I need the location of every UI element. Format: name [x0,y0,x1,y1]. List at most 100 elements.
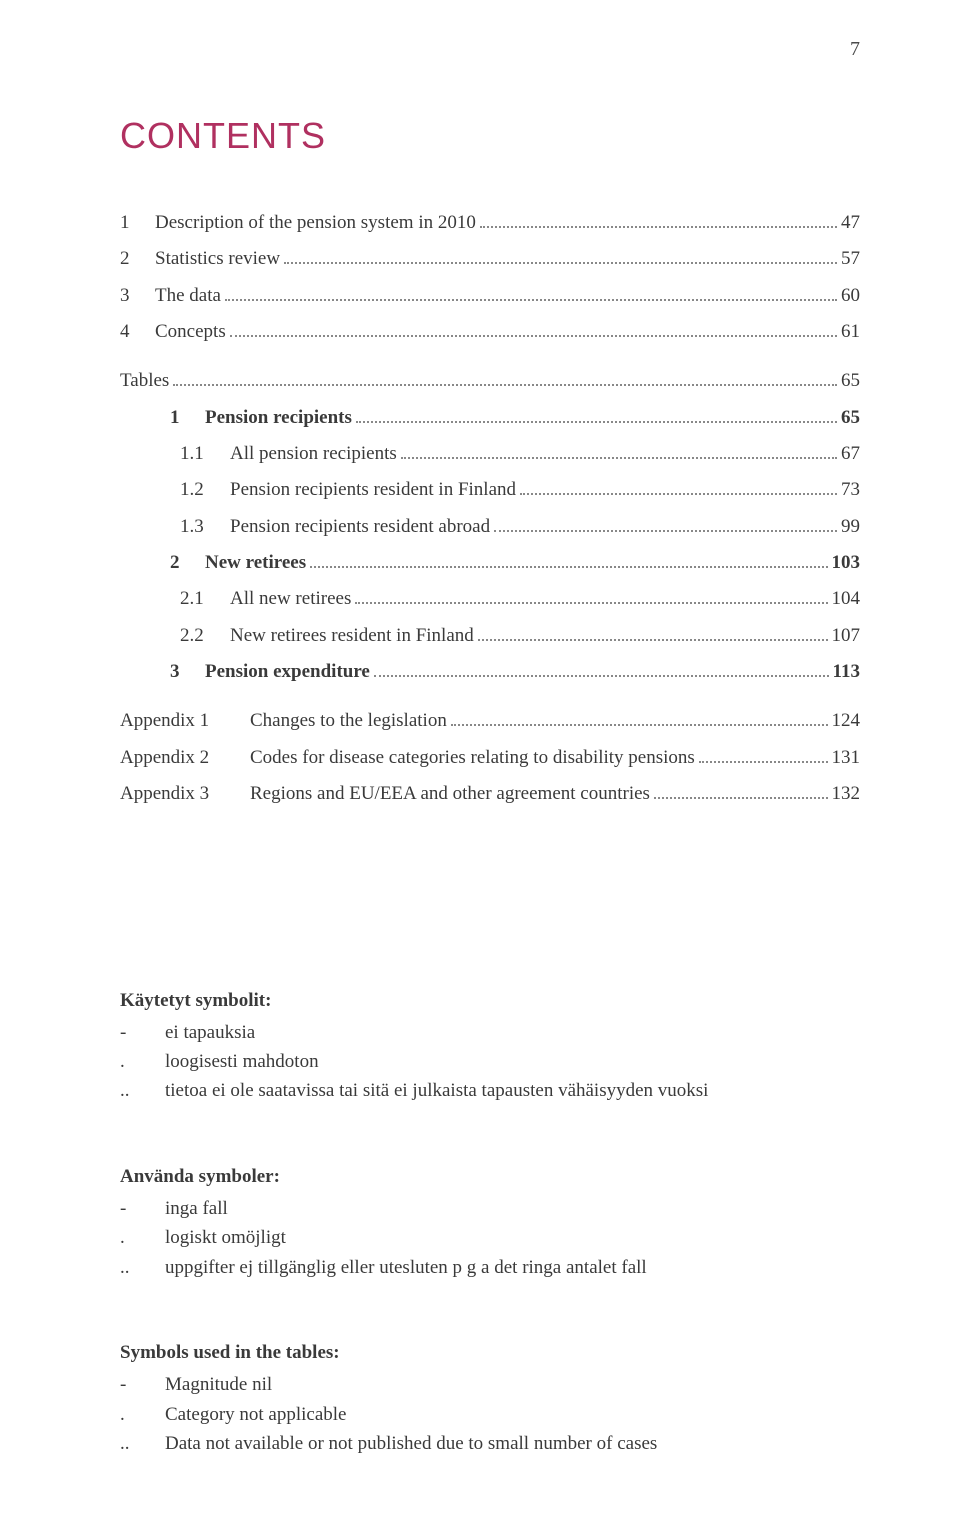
toc-dots [230,335,837,337]
symbol-text: logiskt omöjligt [165,1223,860,1252]
symbol-entry: - ei tapauksia [120,1018,860,1047]
symbol-entry: - inga fall [120,1194,860,1223]
toc-label: New retirees [205,547,306,578]
toc-number: 3 [170,656,205,687]
toc-number: Appendix 1 [120,705,250,736]
toc-number: 4 [120,316,155,347]
toc-appendix-entry: Appendix 2 Codes for disease categories … [120,742,860,773]
toc-page: 73 [841,474,860,505]
symbols-heading: Käytetyt symbolit: [120,990,860,1012]
symbol-mark: . [120,1223,165,1252]
symbol-entry: - Magnitude nil [120,1370,860,1399]
toc-dots [451,724,828,726]
toc-entry: 3 The data 60 [120,280,860,311]
symbols-block-sv: Använda symboler: - inga fall . logiskt … [120,1166,860,1282]
toc-dots [374,675,829,677]
toc-page: 65 [841,365,860,396]
toc-label: Changes to the legislation [250,705,447,736]
page-title: CONTENTS [120,115,860,157]
toc-label: Concepts [155,316,226,347]
toc-subentry: 2.1 All new retirees 104 [120,583,860,614]
symbol-text: Data not available or not published due … [165,1429,860,1458]
symbols-heading: Använda symboler: [120,1166,860,1188]
toc-tables-heading: Tables 65 [120,365,860,396]
toc-number: 1 [120,207,155,238]
toc-label: Pension recipients resident in Finland [230,474,516,505]
symbol-text: inga fall [165,1194,860,1223]
toc-page: 47 [841,207,860,238]
symbol-text: Magnitude nil [165,1370,860,1399]
toc-label: Pension expenditure [205,656,370,687]
toc-dots [478,639,828,641]
toc-page: 57 [841,243,860,274]
symbol-text: tietoa ei ole saatavissa tai sitä ei jul… [165,1076,860,1105]
toc-dots [654,797,828,799]
toc-dots [355,602,827,604]
toc-page: 113 [833,656,860,687]
toc-dots [310,566,827,568]
toc-entry: 2 New retirees 103 [170,547,860,578]
toc-dots [356,421,837,423]
symbol-text: Category not applicable [165,1400,860,1429]
toc-label: Description of the pension system in 201… [155,207,476,238]
toc-dots [284,262,837,264]
toc-dots [494,530,837,532]
symbol-entry: . logiskt omöjligt [120,1223,860,1252]
toc-appendix-entry: Appendix 3 Regions and EU/EEA and other … [120,778,860,809]
toc-page: 124 [832,705,861,736]
toc-page: 61 [841,316,860,347]
page-number: 7 [850,38,860,61]
symbol-entry: .. uppgifter ej tillgänglig eller uteslu… [120,1253,860,1282]
toc-page: 104 [832,583,861,614]
toc-number: 3 [120,280,155,311]
toc-entry: 1 Description of the pension system in 2… [120,207,860,238]
toc-label: Tables [120,365,169,396]
toc-dots [173,384,837,386]
symbol-mark: . [120,1047,165,1076]
symbol-mark: .. [120,1253,165,1282]
toc-page: 60 [841,280,860,311]
toc-page: 67 [841,438,860,469]
toc-subentry: 2.2 New retirees resident in Finland 107 [120,620,860,651]
toc-main-group: 1 Description of the pension system in 2… [120,207,860,347]
toc-entry: 2 Statistics review 57 [120,243,860,274]
symbol-entry: . loogisesti mahdoton [120,1047,860,1076]
toc-label: Pension recipients resident abroad [230,511,490,542]
toc-dots [401,457,837,459]
symbol-text: uppgifter ej tillgänglig eller utesluten… [165,1253,860,1282]
symbols-heading: Symbols used in the tables: [120,1342,860,1364]
toc-entry: 3 Pension expenditure 113 [170,656,860,687]
toc-dots [699,761,828,763]
symbols-block-en: Symbols used in the tables: - Magnitude … [120,1342,860,1458]
symbol-text: loogisesti mahdoton [165,1047,860,1076]
toc-dots [225,299,837,301]
toc-label: The data [155,280,221,311]
toc-label: All new retirees [230,583,351,614]
toc-dots [520,493,837,495]
toc-label: Pension recipients [205,402,352,433]
symbols-block-fi: Käytetyt symbolit: - ei tapauksia . loog… [120,990,860,1106]
toc-appendix-entry: Appendix 1 Changes to the legislation 12… [120,705,860,736]
toc-entry: 1 Pension recipients 65 [170,402,860,433]
toc-page: 131 [832,742,861,773]
toc-number: Appendix 3 [120,778,250,809]
toc-tables-group: Tables 65 1 Pension recipients 65 1.1 Al… [120,365,860,687]
toc-label: Codes for disease categories relating to… [250,742,695,773]
symbol-mark: - [120,1370,165,1399]
toc-number: 1 [170,402,205,433]
symbol-mark: - [120,1194,165,1223]
toc-label: All pension recipients [230,438,397,469]
toc-page: 107 [832,620,861,651]
toc-subentry: 1.1 All pension recipients 67 [120,438,860,469]
toc-dots [480,226,837,228]
symbol-entry: .. Data not available or not published d… [120,1429,860,1458]
toc-subentry: 1.3 Pension recipients resident abroad 9… [120,511,860,542]
toc-number: 2.2 [180,620,230,651]
toc-appendix-group: Appendix 1 Changes to the legislation 12… [120,705,860,809]
toc-label: New retirees resident in Finland [230,620,474,651]
toc-page: 103 [832,547,861,578]
symbol-mark: - [120,1018,165,1047]
toc-number: 1.3 [180,511,230,542]
toc-page: 65 [841,402,860,433]
symbol-mark: .. [120,1429,165,1458]
